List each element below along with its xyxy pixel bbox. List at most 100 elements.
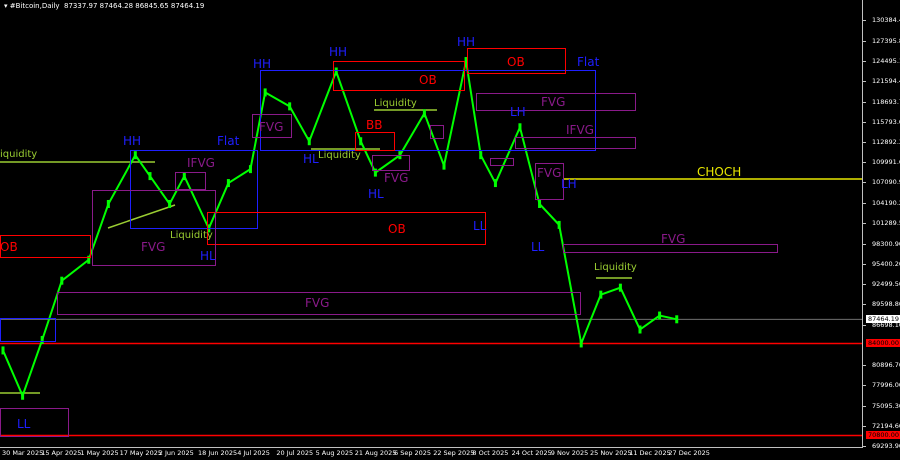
ifvg-box (175, 172, 206, 190)
price-point (579, 339, 583, 348)
ob-label: OB (388, 222, 406, 236)
price-tick-mark (862, 243, 866, 245)
hl-label: HL (303, 152, 319, 166)
price-point (658, 311, 662, 320)
price-tick-label: 95400.20 (872, 259, 900, 268)
price-point (493, 179, 497, 188)
date-tick-label: 25 Nov 2025 (590, 449, 632, 457)
symbol-label: #Bitcoin,Daily (9, 2, 60, 10)
fvg-box (252, 114, 292, 138)
current-price-tag: 87464.19 (866, 315, 900, 323)
price-line (2, 60, 677, 399)
order-block-box (467, 48, 566, 74)
date-tick-label: 4 Jul 2025 (237, 449, 270, 457)
date-tick-label: 24 Oct 2025 (511, 449, 552, 457)
liquidity-label: Liquidity (318, 150, 361, 161)
price-point (675, 315, 679, 324)
date-tick-label: 8 Oct 2025 (472, 449, 509, 457)
fvg-box (57, 292, 581, 315)
fvg-box (92, 190, 216, 266)
choch-label: CHOCH (697, 165, 742, 179)
price-tick-mark (862, 304, 866, 306)
price-tick-mark (862, 40, 866, 42)
ob-label: OB (0, 240, 18, 254)
fvg-box (535, 163, 564, 200)
price-tick-mark (862, 141, 866, 143)
fvg-box (430, 125, 444, 139)
range-box (0, 318, 56, 342)
price-tick-label: 112892.30 (872, 137, 900, 146)
price-tick-mark (862, 263, 866, 265)
fvg-label: FVG (661, 232, 686, 246)
ll-label: LL (473, 219, 487, 233)
ifvg-label: IFVG (566, 123, 594, 137)
range-box (130, 150, 258, 229)
ll-label: LL (17, 417, 31, 431)
fvg-box (372, 155, 410, 171)
hh-label: HH (123, 134, 142, 148)
price-tick-label: 69293.90 (872, 442, 900, 450)
price-point (334, 67, 338, 76)
price-tick-label: 104190.20 (872, 198, 900, 207)
price-tick-label: 92499.50 (872, 280, 900, 289)
price-chart[interactable] (0, 0, 862, 447)
ob-label: OB (507, 55, 525, 69)
price-tick-label: 130384.40 (872, 16, 900, 24)
date-tick-label: 5 Aug 2025 (315, 449, 354, 457)
price-point (21, 391, 25, 400)
price-tick-mark (862, 425, 866, 427)
liquidity-label: Liquidity (170, 230, 213, 241)
price-point (359, 137, 363, 146)
price-point (618, 283, 622, 292)
date-tick-label: 15 Apr 2025 (41, 449, 82, 457)
hh-label: HH (253, 57, 272, 71)
date-tick-label: 11 Dec 2025 (629, 449, 671, 457)
price-point (599, 290, 603, 299)
date-tick-label: 18 Jun 2025 (198, 449, 238, 457)
price-tick-mark (862, 385, 866, 387)
bb-label: BB (366, 118, 383, 132)
ifvg-box (515, 137, 636, 149)
price-tick-mark (862, 81, 866, 83)
chart-header: ▾ #Bitcoin,Daily 87337.97 87464.28 86845… (4, 2, 205, 10)
price-tick-label: 89598.80 (872, 300, 900, 309)
price-tick-mark (862, 284, 866, 286)
date-tick-label: 27 Dec 2025 (668, 449, 710, 457)
fvg-label: FVG (537, 166, 562, 180)
price-point (518, 123, 522, 132)
order-block-box (207, 212, 486, 245)
date-tick-label: 2 Jun 2025 (158, 449, 194, 457)
price-tick-mark (862, 405, 866, 407)
price-tick-label: 98300.90 (872, 239, 900, 248)
price-point (638, 325, 642, 334)
date-tick-label: 30 Mar 2025 (2, 449, 44, 457)
fvg-label: FVG (259, 120, 284, 134)
price-point (288, 102, 292, 111)
fvg-box (476, 93, 636, 111)
fvg-label: FVG (541, 95, 566, 109)
price-point (373, 168, 377, 177)
price-tick-mark (862, 202, 866, 204)
liquidity-label: Liquidity (594, 262, 637, 273)
price-point (248, 165, 252, 174)
fvg-label: FVG (305, 296, 330, 310)
price-point (148, 172, 152, 181)
date-tick-label: 9 Nov 2025 (550, 449, 589, 457)
price-tick-label: 86698.10 (872, 320, 900, 329)
ob-label: OB (419, 73, 437, 87)
fvg-label: FVG (141, 240, 166, 254)
liquidity-label: iquidity (0, 149, 38, 160)
hl-label: HL (200, 249, 216, 263)
price-tick-mark (862, 101, 866, 103)
price-point (307, 137, 311, 146)
price-point (442, 161, 446, 170)
time-axis[interactable] (0, 447, 863, 448)
price-tick-label: 115793.00 (872, 117, 900, 126)
date-tick-label: 6 Sep 2025 (394, 449, 432, 457)
price-tick-mark (862, 324, 866, 326)
price-tick-label: 80896.70 (872, 361, 900, 370)
liquidity-label: Liquidity (374, 98, 417, 109)
price-tick-mark (862, 365, 866, 367)
hh-label: HH (457, 35, 476, 49)
price-point (87, 255, 91, 264)
